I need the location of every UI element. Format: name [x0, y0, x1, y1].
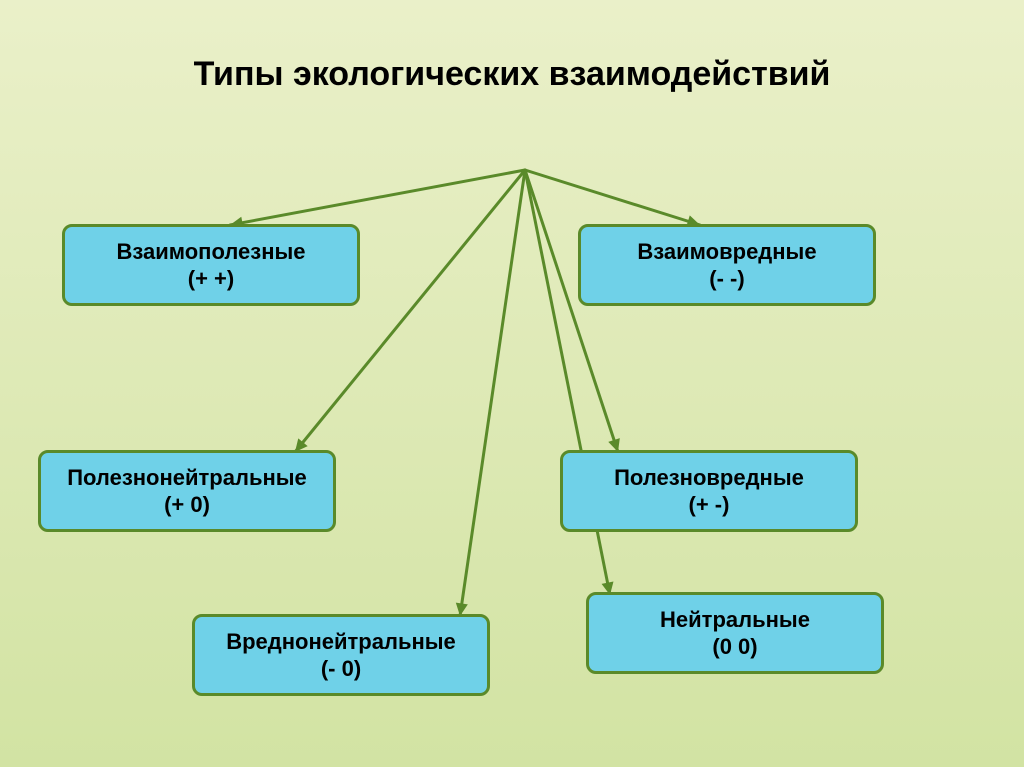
node-n2: Взаимовредные(- -): [578, 224, 876, 306]
node-n3: Полезнонейтральные(+ 0): [38, 450, 336, 532]
node-sign: (+ 0): [164, 491, 210, 519]
node-label: Полезновредные: [614, 464, 804, 492]
node-label: Взаимовредные: [637, 238, 816, 266]
slide-title: Типы экологических взаимодействий: [0, 55, 1024, 94]
node-sign: (+ -): [689, 491, 730, 519]
node-n5: Вреднонейтральные(- 0): [192, 614, 490, 696]
node-label: Нейтральные: [660, 606, 810, 634]
node-n1: Взаимополезные(+ +): [62, 224, 360, 306]
node-n6: Нейтральные(0 0): [586, 592, 884, 674]
node-sign: (- 0): [321, 655, 361, 683]
node-sign: (+ +): [188, 265, 234, 293]
node-n4: Полезновредные(+ -): [560, 450, 858, 532]
node-label: Полезнонейтральные: [67, 464, 307, 492]
slide: Типы экологических взаимодействий Взаимо…: [0, 0, 1024, 767]
node-sign: (0 0): [712, 633, 757, 661]
node-sign: (- -): [709, 265, 744, 293]
node-label: Взаимополезные: [116, 238, 305, 266]
node-label: Вреднонейтральные: [226, 628, 456, 656]
